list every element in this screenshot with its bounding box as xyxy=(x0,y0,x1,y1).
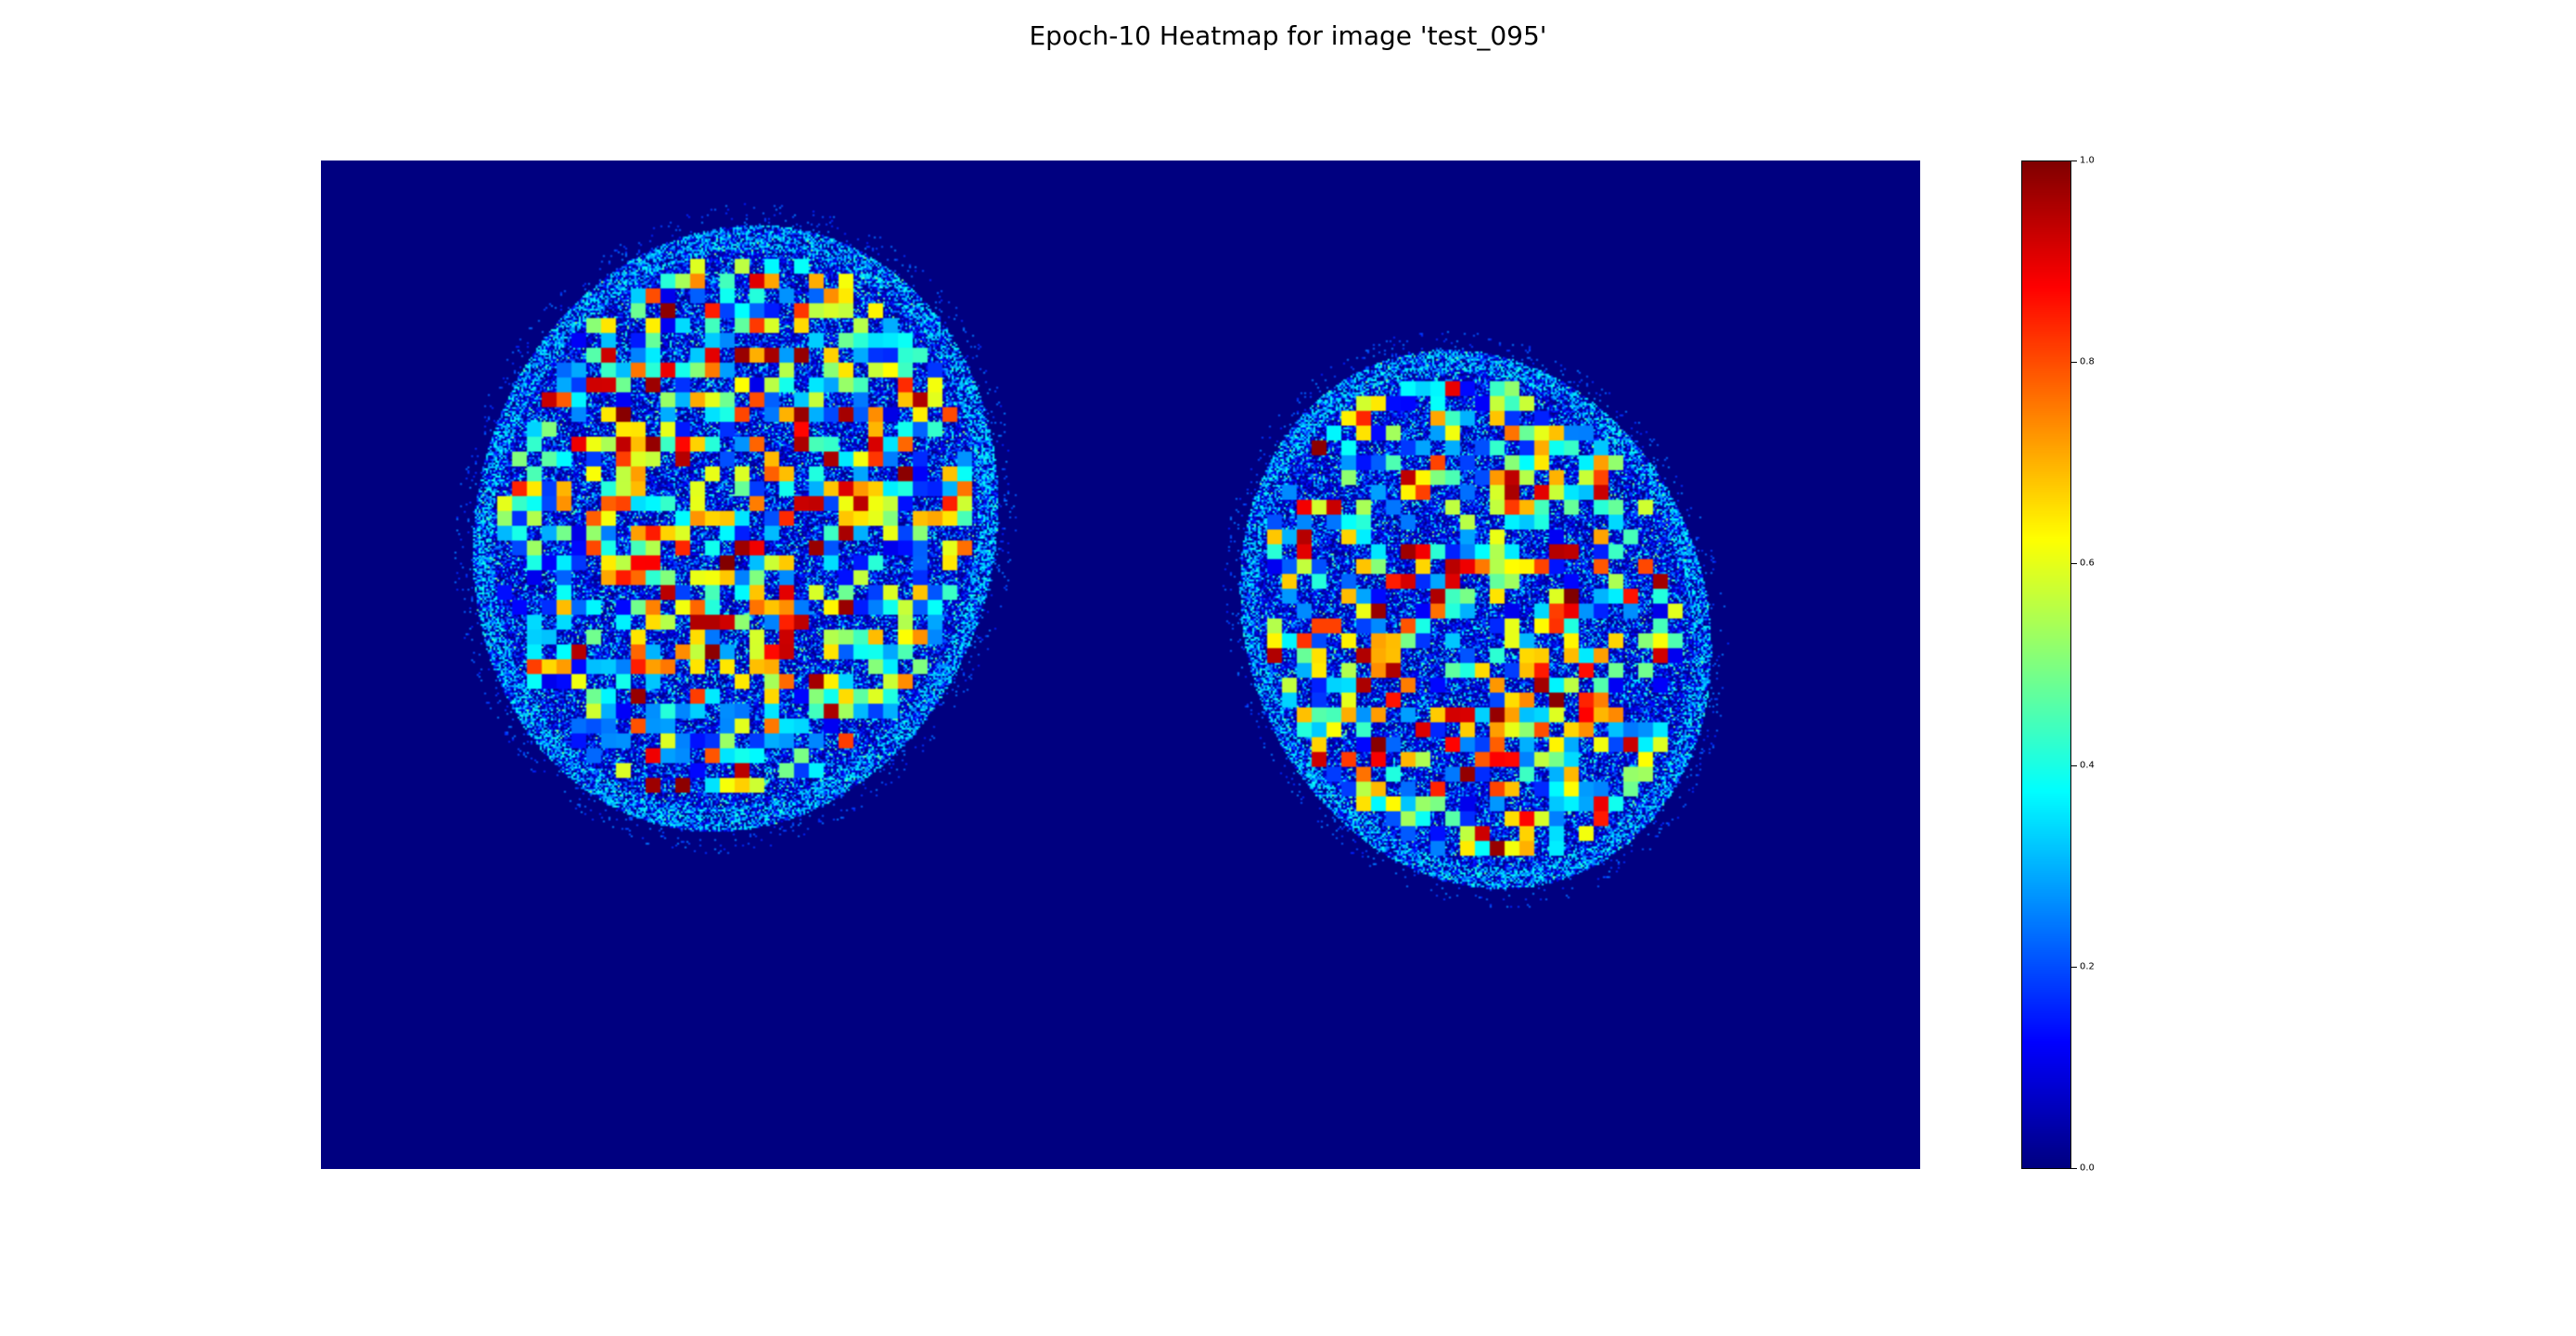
colorbar-tick-label: 0.4 xyxy=(2080,760,2095,771)
colorbar-tick-label: 0.6 xyxy=(2080,558,2095,569)
colorbar-tick-label: 1.0 xyxy=(2080,155,2095,166)
heatmap-canvas xyxy=(321,161,1920,1169)
colorbar-tick xyxy=(2071,1168,2077,1169)
colorbar-frame xyxy=(2021,161,2071,1169)
colorbar-tick-label: 0.0 xyxy=(2080,1163,2095,1174)
colorbar-tick xyxy=(2071,765,2077,766)
colorbar-tick xyxy=(2071,967,2077,968)
colorbar: 0.0 0.2 0.4 0.6 0.8 1.0 xyxy=(2021,156,2095,1174)
colorbar-tick xyxy=(2071,362,2077,363)
colorbar-tick-label: 0.8 xyxy=(2080,356,2095,367)
colorbar-gradient xyxy=(2021,161,2071,1169)
chart-title: Epoch-10 Heatmap for image 'test_095' xyxy=(1029,20,1547,51)
colorbar-tick-label: 0.2 xyxy=(2080,961,2095,972)
colorbar-tick xyxy=(2071,563,2077,564)
heatmap-panel xyxy=(321,161,1920,1169)
